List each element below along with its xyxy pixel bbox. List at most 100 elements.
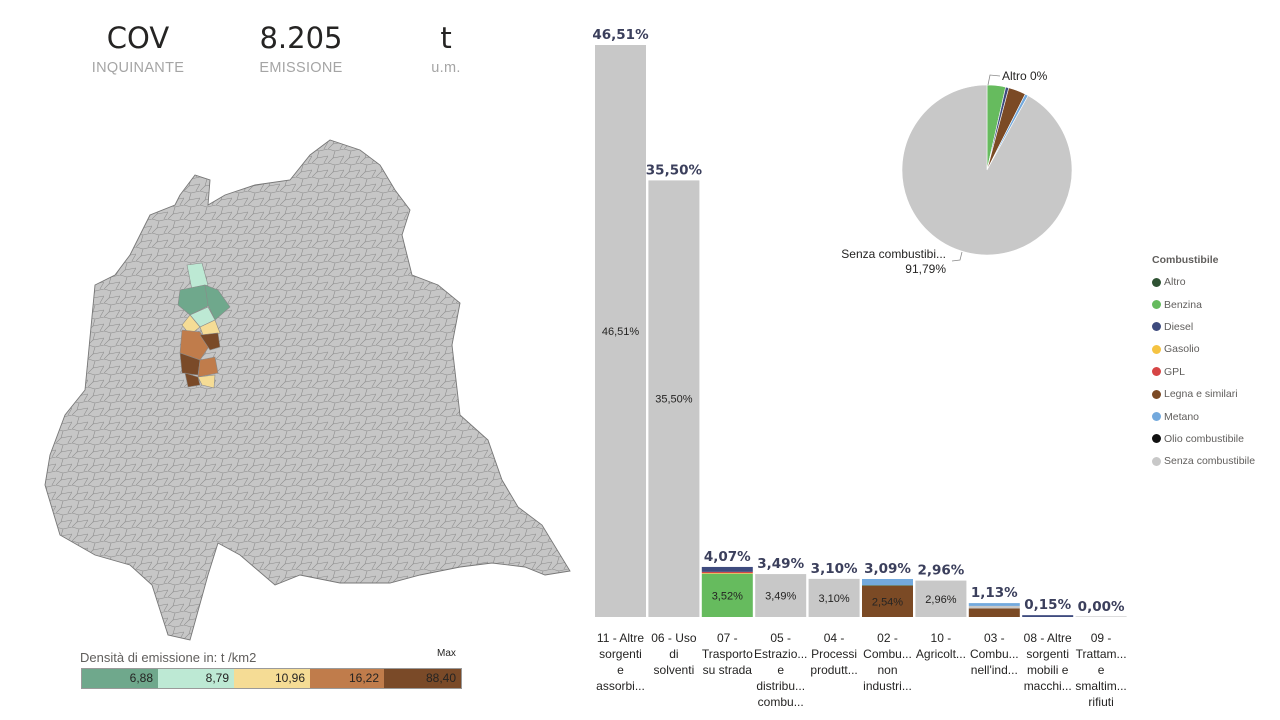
pie-leader-line bbox=[987, 74, 1001, 86]
kpi-inquinante: COV INQUINANTE bbox=[73, 18, 203, 76]
category-label: non bbox=[877, 663, 897, 677]
kpi-unita-value: t bbox=[440, 21, 452, 55]
bar-total-label: 35,50% bbox=[646, 162, 703, 178]
category-label: di bbox=[669, 647, 678, 661]
category-label: Estrazio... bbox=[754, 647, 807, 661]
legend-marker bbox=[1152, 389, 1161, 399]
bar-total-label: 3,49% bbox=[757, 556, 804, 572]
bar-segment[interactable] bbox=[701, 573, 753, 574]
bar-total-label: 46,51% bbox=[592, 27, 649, 43]
bar-inner-label: 3,49% bbox=[765, 591, 796, 603]
fuel-legend: Combustibile Altro Benzina Diesel Gasolio GP… bbox=[1152, 254, 1277, 473]
legend-label: Gasolio bbox=[1164, 343, 1200, 356]
region-shape[interactable] bbox=[44, 139, 571, 641]
bar-total-label: 0,00% bbox=[1078, 599, 1125, 615]
legend-item[interactable]: GPL bbox=[1152, 361, 1277, 383]
legend-item[interactable]: Olio combustibile bbox=[1152, 428, 1277, 450]
bar-segment[interactable] bbox=[701, 566, 753, 572]
bar-segment[interactable] bbox=[862, 585, 913, 617]
legend-marker bbox=[1152, 434, 1161, 444]
category-label: mobili e bbox=[1027, 663, 1069, 677]
legend-label: Metano bbox=[1164, 410, 1200, 423]
bar-total-label: 0,15% bbox=[1024, 597, 1071, 613]
legend-label: Altro bbox=[1164, 276, 1186, 289]
bar-total-label: 3,10% bbox=[811, 561, 858, 577]
category-label: smaltim... bbox=[1075, 679, 1126, 693]
category-label: 06 - Uso bbox=[651, 631, 697, 645]
highlight-municipalities[interactable] bbox=[177, 262, 231, 389]
pie-label: Altro 0% bbox=[1002, 69, 1048, 83]
bar-segment[interactable] bbox=[755, 574, 807, 617]
bar-segment[interactable] bbox=[648, 180, 700, 618]
fuel-pie-chart[interactable]: Altro 0% Senza combustibi...91,79% bbox=[830, 60, 1150, 290]
bar-segment[interactable] bbox=[701, 573, 753, 617]
bar-segment[interactable] bbox=[1075, 616, 1127, 617]
bar-segment[interactable] bbox=[968, 603, 1020, 606]
legend-item[interactable]: Gasolio bbox=[1152, 338, 1277, 360]
category-label: e bbox=[777, 663, 784, 677]
category-label: sorgenti bbox=[1026, 647, 1069, 661]
pie-label: Senza combustibi... bbox=[841, 247, 946, 261]
scale-segment: 8,79 bbox=[158, 669, 234, 688]
scale-max-label: Max bbox=[437, 648, 456, 659]
category-label: 08 - Altre bbox=[1024, 631, 1072, 645]
bar-segment[interactable] bbox=[862, 585, 913, 586]
bar-segment[interactable] bbox=[701, 571, 753, 574]
lombardy-choropleth-map[interactable] bbox=[40, 135, 575, 645]
category-label: 07 - bbox=[717, 631, 738, 645]
category-label: nell'ind... bbox=[971, 663, 1018, 677]
bar-segment[interactable] bbox=[808, 578, 860, 617]
legend-label: Legna e similari bbox=[1164, 388, 1238, 401]
category-label: macchi... bbox=[1024, 679, 1072, 693]
legend-item[interactable]: Metano bbox=[1152, 405, 1277, 427]
category-label: 05 - bbox=[770, 631, 791, 645]
bar-inner-label: 2,54% bbox=[872, 596, 903, 608]
category-label: Combu... bbox=[970, 647, 1019, 661]
legend-title: Combustibile bbox=[1152, 254, 1219, 266]
kpi-inquinante-value: COV bbox=[106, 21, 170, 55]
bar-segment[interactable] bbox=[968, 608, 1020, 617]
category-label: e bbox=[1098, 663, 1105, 677]
legend-marker bbox=[1152, 456, 1161, 466]
legend-marker bbox=[1152, 412, 1161, 422]
category-label: rifiuti bbox=[1088, 695, 1113, 709]
scale-segment: 88,40 bbox=[384, 669, 461, 688]
legend-item[interactable]: Diesel bbox=[1152, 316, 1277, 338]
bar-inner-label: 3,52% bbox=[712, 590, 743, 602]
bar-segment[interactable] bbox=[968, 605, 1020, 609]
scale-segment: 16,22 bbox=[310, 669, 384, 688]
kpi-emissione-label: EMISSIONE bbox=[259, 60, 343, 76]
category-label: 03 - bbox=[984, 631, 1005, 645]
bar-inner-label: 35,50% bbox=[655, 394, 693, 406]
emission-by-sector-bar-chart[interactable]: 46,51% 46,51% 11 - Altre sorgenti e assorbi..… bbox=[580, 10, 1140, 715]
category-label: industri... bbox=[863, 679, 912, 693]
bar-segment[interactable] bbox=[862, 578, 913, 586]
legend-item[interactable]: Senza combustibile bbox=[1152, 450, 1277, 472]
category-label: e bbox=[617, 663, 624, 677]
legend-label: GPL bbox=[1164, 365, 1186, 378]
legend-marker bbox=[1152, 300, 1161, 310]
category-label: Trattam... bbox=[1076, 647, 1127, 661]
kpi-inquinante-label: INQUINANTE bbox=[91, 60, 185, 76]
category-label: Processi bbox=[811, 647, 857, 661]
category-label: 04 - bbox=[824, 631, 845, 645]
legend-marker bbox=[1152, 367, 1161, 377]
pie-slice[interactable] bbox=[901, 84, 1073, 256]
bar-segment[interactable] bbox=[1022, 615, 1074, 617]
bar-total-label: 4,07% bbox=[704, 549, 751, 565]
legend-label: Senza combustibile bbox=[1164, 455, 1256, 468]
legend-marker bbox=[1152, 344, 1161, 354]
legend-item[interactable]: Legna e similari bbox=[1152, 383, 1277, 405]
bar-segment[interactable] bbox=[915, 580, 967, 617]
density-scale: 6,88 8,79 10,96 16,22 88,40 bbox=[81, 668, 462, 689]
legend-item[interactable]: Benzina bbox=[1152, 293, 1277, 315]
category-label: produtt... bbox=[810, 663, 857, 677]
legend-label: Diesel bbox=[1164, 320, 1194, 333]
kpi-emissione-value: 8.205 bbox=[259, 21, 343, 55]
bar-segment[interactable] bbox=[595, 45, 646, 617]
bar-total-label: 1,13% bbox=[971, 585, 1018, 601]
category-label: 11 - Altre bbox=[597, 631, 644, 645]
scale-segment: 10,96 bbox=[234, 669, 310, 688]
legend-item[interactable]: Altro bbox=[1152, 271, 1277, 293]
kpi-unita-label: u.m. bbox=[431, 60, 461, 76]
